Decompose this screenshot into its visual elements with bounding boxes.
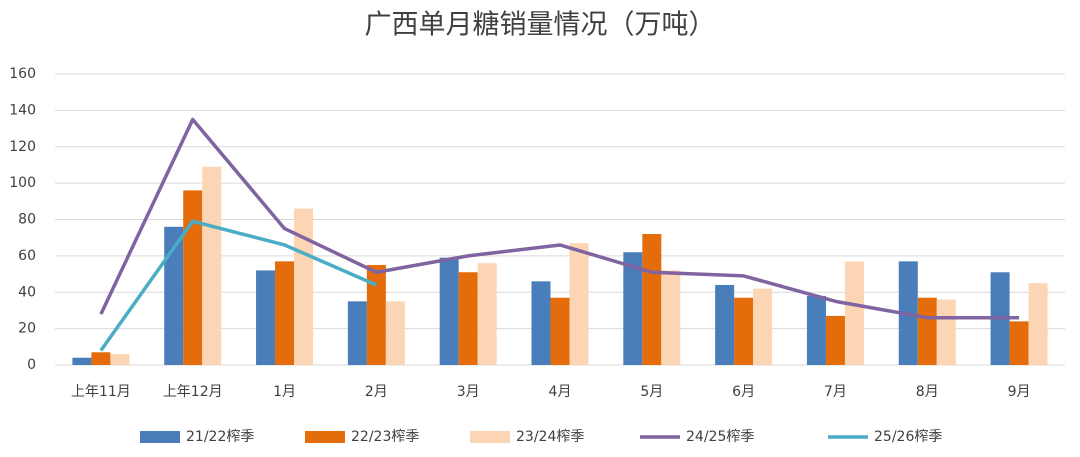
legend-label: 22/23榨季 [351, 428, 419, 445]
x-tick-label: 4月 [549, 384, 572, 400]
bar [275, 261, 295, 365]
y-tick-label: 20 [18, 321, 36, 337]
bar [661, 270, 681, 365]
bar [91, 352, 111, 365]
x-tick-label: 2月 [365, 384, 388, 400]
chart-title: 广西单月糖销量情况（万吨） [365, 10, 716, 41]
bar [294, 208, 314, 365]
y-tick-label: 120 [9, 139, 36, 155]
bar [642, 234, 662, 365]
bar [917, 297, 937, 365]
bar [72, 357, 92, 365]
bar [623, 252, 643, 365]
bar [477, 263, 497, 365]
bar [936, 299, 956, 365]
bar [458, 272, 478, 365]
bar [385, 301, 405, 365]
bar [531, 281, 551, 365]
x-tick-label: 7月 [824, 384, 847, 400]
legend-label: 23/24榨季 [516, 428, 584, 445]
bar [715, 284, 735, 365]
y-tick-label: 40 [18, 284, 36, 300]
line [99, 219, 378, 352]
x-tick-label: 1月 [273, 384, 296, 400]
bar [806, 295, 826, 365]
bar [1009, 321, 1029, 365]
x-tick-label: 9月 [1008, 384, 1031, 400]
bar [164, 226, 184, 365]
x-tick-label: 上年12月 [163, 384, 223, 400]
bar [550, 297, 570, 365]
x-tick-label: 3月 [457, 384, 480, 400]
bar [734, 297, 754, 365]
legend-swatch [470, 431, 510, 443]
y-tick-label: 0 [27, 357, 36, 373]
bar [439, 257, 459, 365]
legend-swatch [305, 431, 345, 443]
bar [256, 270, 276, 365]
legend-swatch [140, 431, 180, 443]
bar [753, 288, 773, 365]
bar [202, 166, 222, 365]
y-tick-label: 80 [18, 212, 36, 228]
x-tick-label: 5月 [640, 384, 663, 400]
bar [183, 190, 203, 365]
x-tick-label: 6月 [732, 384, 755, 400]
x-tick-label: 8月 [916, 384, 939, 400]
x-tick-label: 上年11月 [71, 384, 131, 400]
legend-label: 24/25榨季 [686, 428, 754, 445]
y-tick-label: 100 [9, 175, 36, 191]
bar [1028, 283, 1048, 365]
line [99, 117, 1020, 320]
bar [844, 261, 864, 365]
bar [825, 315, 845, 365]
legend-label: 25/26榨季 [874, 428, 942, 445]
y-tick-label: 140 [9, 102, 36, 118]
bar [347, 301, 367, 365]
legend-label: 21/22榨季 [186, 428, 254, 445]
y-tick-label: 60 [18, 248, 36, 264]
bar [569, 243, 589, 365]
bar [110, 354, 130, 365]
y-tick-label: 160 [9, 66, 36, 82]
bar [366, 264, 386, 365]
